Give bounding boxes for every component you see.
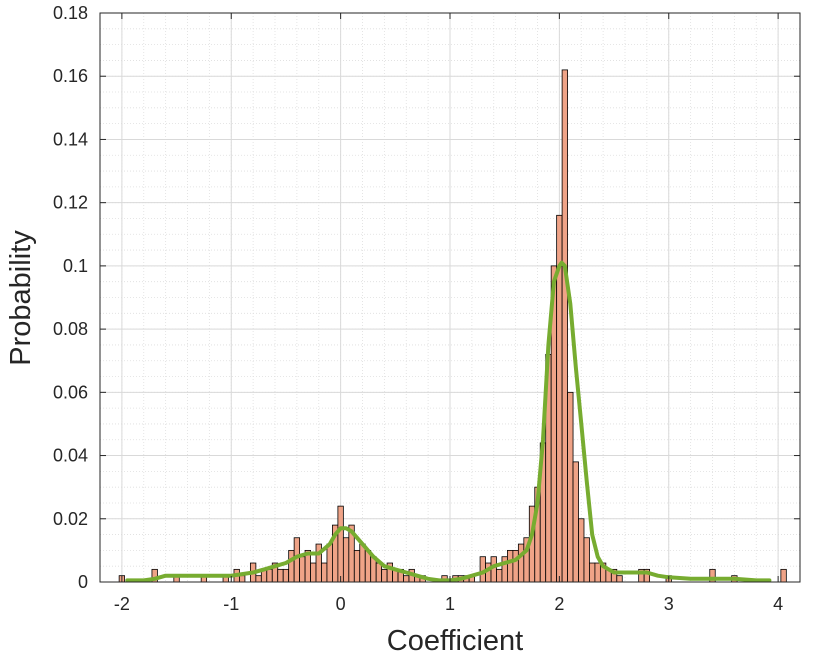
x-tick-label: 1 xyxy=(445,594,455,614)
histogram-bar xyxy=(507,549,514,583)
y-axis-ticks: 0 0.02 0.04 0.06 0.08 0.1 0.12 0.14 0.16 0.18 xyxy=(53,3,800,592)
histogram-bar xyxy=(561,69,568,583)
x-tick-label: 2 xyxy=(554,594,564,614)
y-tick-label: 0.1 xyxy=(63,256,88,276)
histogram-bar xyxy=(326,543,333,583)
histogram-bar xyxy=(375,562,383,583)
y-tick-label: 0.08 xyxy=(53,319,88,339)
histogram-bar xyxy=(517,543,525,583)
x-tick-label: -2 xyxy=(114,594,130,614)
histogram-bar xyxy=(282,568,290,583)
histogram-bar xyxy=(255,575,262,583)
density-curve-layer xyxy=(125,260,772,583)
histogram-bar xyxy=(299,556,306,583)
y-tick-label: 0.14 xyxy=(53,129,88,149)
histogram-bar xyxy=(353,549,361,583)
histogram-bar xyxy=(288,549,295,583)
histogram-bar xyxy=(780,568,787,583)
histogram-bar xyxy=(277,568,284,583)
x-axis-ticks: -2 -1 0 1 2 3 4 xyxy=(114,13,783,614)
y-tick-label: 0 xyxy=(78,572,88,592)
histogram-bar xyxy=(616,575,623,583)
y-axis-label: Probability xyxy=(5,230,37,366)
x-tick-label: -1 xyxy=(223,594,239,614)
y-tick-label: 0.02 xyxy=(53,509,88,529)
y-tick-label: 0.12 xyxy=(53,193,88,213)
histogram-bar xyxy=(589,562,596,583)
histogram-bar xyxy=(496,568,503,583)
x-tick-label: 3 xyxy=(664,594,674,614)
histogram-bar xyxy=(403,575,410,583)
x-tick-label: 0 xyxy=(336,594,346,614)
y-tick-label: 0.04 xyxy=(53,446,88,466)
histogram-bars xyxy=(118,69,787,583)
histogram-bar xyxy=(342,537,350,583)
histogram-bar xyxy=(310,562,317,583)
y-tick-label: 0.16 xyxy=(53,66,88,86)
histogram-bar xyxy=(572,461,579,583)
histogram-bar xyxy=(321,562,328,583)
histogram-bar xyxy=(594,562,601,583)
histogram-bar xyxy=(359,543,366,583)
histogram-bar xyxy=(567,391,574,583)
y-tick-label: 0.06 xyxy=(53,382,88,402)
histogram-bar xyxy=(337,505,344,583)
x-tick-label: 4 xyxy=(773,594,783,614)
histogram-bar xyxy=(239,575,246,583)
histogram-bar xyxy=(583,537,590,583)
histogram-bar xyxy=(266,568,273,583)
major-grid xyxy=(100,12,800,583)
histogram-bar xyxy=(381,568,388,583)
y-tick-label: 0.18 xyxy=(53,3,88,23)
density-curve xyxy=(125,260,772,583)
x-axis-label: Coefficient xyxy=(387,625,524,657)
histogram-bar xyxy=(512,549,519,583)
histogram-bar xyxy=(578,518,585,583)
